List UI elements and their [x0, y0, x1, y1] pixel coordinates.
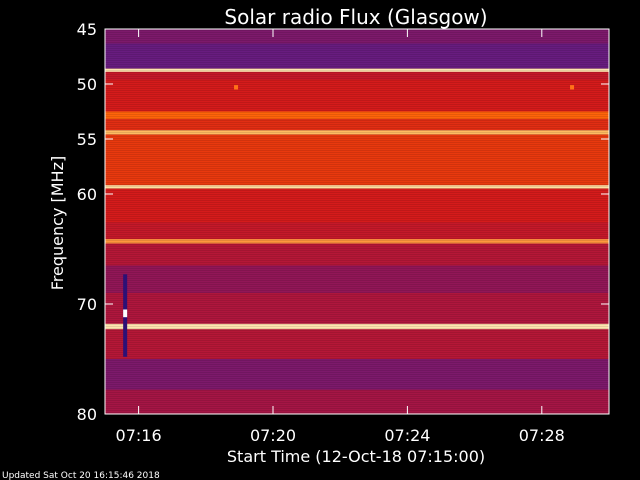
y-tick-label-2: 55 [77, 130, 97, 149]
footer-update-text: Updated Sat Oct 20 16:15:46 2018 [2, 471, 160, 480]
y-tick-label-5: 80 [77, 405, 97, 424]
burst-3 [570, 85, 575, 90]
axes: 45 50 55 60 70 80 07:16 07:20 07:24 07:28 [77, 20, 610, 445]
y-tick-label-4: 70 [77, 295, 97, 314]
x-tick-label-0: 07:16 [116, 426, 162, 445]
x-tick-label-2: 07:24 [384, 426, 430, 445]
x-axis-label: Start Time (12-Oct-18 07:15:00) [227, 447, 485, 466]
texture-overlay [105, 29, 609, 414]
y-tick-label-1: 50 [77, 75, 97, 94]
x-tick-label-1: 07:20 [250, 426, 296, 445]
x-tick-label-3: 07:28 [519, 426, 565, 445]
y-axis-label: Frequency [MHz] [48, 156, 67, 290]
plot-area [105, 29, 609, 414]
axis-frame [104, 28, 610, 415]
y-tick-label-3: 60 [77, 185, 97, 204]
burst-2 [234, 85, 239, 90]
chart-title: Solar radio Flux (Glasgow) [224, 5, 487, 29]
burst-1 [123, 309, 128, 318]
y-tick-label-0: 45 [77, 20, 97, 39]
